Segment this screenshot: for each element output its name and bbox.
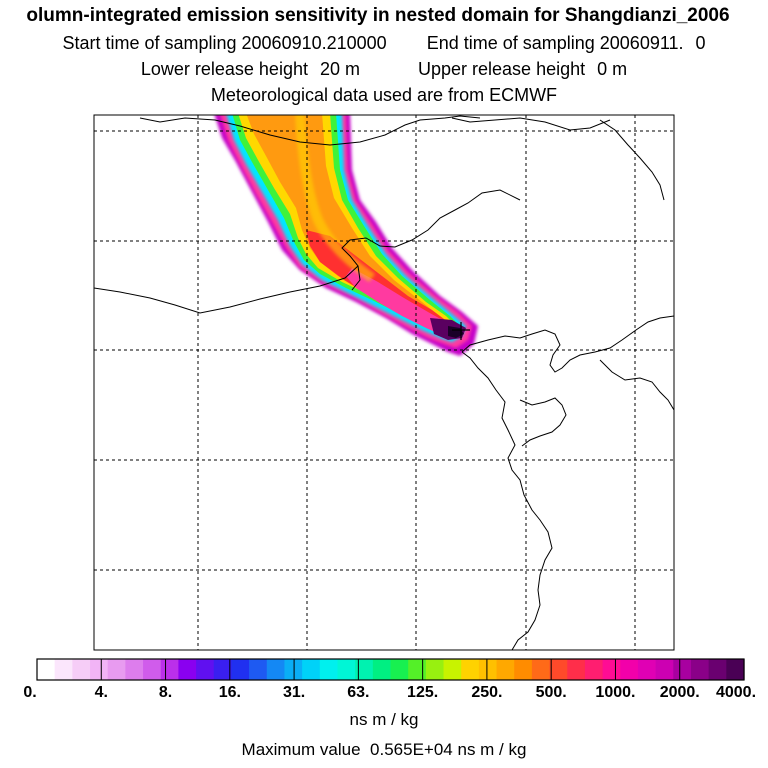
colorbar-tick-label: 16. [218,684,241,701]
colorbar-segment [514,659,533,680]
colorbar-segment [231,659,250,680]
meteorological-source: Meteorological data used are from ECMWF [210,85,558,105]
colorbar-segment [355,659,374,680]
colorbar-segment [284,659,303,680]
coastline-korea [599,359,674,411]
colorbar-segment [584,659,604,680]
maximum-value: Maximum value 0.565E+04 ns m / kg [0,740,768,760]
colorbar-segment [620,659,639,680]
border-fragment [451,117,611,131]
colorbar-segment [690,659,710,680]
colorbar-segment [372,659,392,680]
colorbar-segment [602,659,621,680]
release-heights: Lower release height 20 m Upper release he… [0,58,768,80]
colorbar-segment [160,659,180,680]
sampling-times: Start time of sampling 20060910.210000 En… [0,32,768,54]
plume-streak [295,115,375,283]
colorbar-segment [478,659,498,680]
map-area [94,115,674,650]
colorbar-segment [531,659,551,680]
colorbar-segment [708,659,727,680]
colorbar-segment [496,659,515,680]
colorbar-segment [443,659,462,680]
border-short [351,265,361,291]
colorbar-segment [249,659,268,680]
start-time: Start time of sampling 20060910.210000 [62,33,387,53]
maximum-value-number: 0.565E+04 [370,740,453,759]
coastline-north [139,115,481,146]
colorbar-tick-label: 0. [23,684,37,701]
colorbar-segment [567,659,586,680]
colorbar-segment [461,659,480,680]
colorbar-tick-label: 500. [535,684,567,701]
colorbar-tick-label: 8. [158,684,173,701]
plume-peak-center [448,326,464,338]
colorbar-segment [178,659,197,680]
colorbar-segment [107,659,126,680]
colorbar-tick-label: 1000. [595,684,636,701]
colorbar-units: ns m / kg [349,710,419,729]
colorbar-segment [54,659,73,680]
colorbar-segment [408,659,427,680]
plume-orange-core [246,115,450,330]
upper-release-value: 0 m [597,59,628,79]
maximum-value-units: ns m / kg [457,740,527,759]
colorbar-segment [125,659,144,680]
lower-release-label: Lower release height [140,59,308,79]
emission-plume [214,115,478,356]
colorbar-tick-label: 4000. [715,684,757,701]
colorbar-segment [196,659,215,680]
colorbar [36,658,745,681]
colorbar-segment [655,659,674,680]
colorbar-segment [266,659,286,680]
colorbar-segment [213,659,233,680]
colorbar-segment [90,659,109,680]
colorbar-segment [390,659,409,680]
colorbar-segment [337,659,356,680]
colorbar-segment [72,659,91,680]
colorbar-segment [319,659,339,680]
colorbar-segment [302,659,321,680]
colorbar-segment [549,659,568,680]
colorbar-outline [36,658,745,681]
plume-pink-core [346,268,452,336]
colorbar-segment [673,659,692,680]
colorbar-tick-label: 2000. [659,684,700,701]
colorbar-tick-label: 63. [347,684,370,701]
release-site-marker [452,322,470,340]
end-time-value: 0 [695,33,706,53]
coastlines [94,115,674,650]
border-right [599,119,665,201]
end-time-label: End time of sampling 20060911. [426,33,684,53]
colorbar-tick-label: 31. [282,684,306,701]
border-mongolia [94,189,521,314]
colorbar-segment [726,659,745,680]
graticule [94,115,674,650]
colorbar-tick-label: 250. [471,684,503,701]
coastline-bohai [461,351,553,650]
colorbar-segment [143,659,162,680]
upper-release-label: Upper release height [418,59,586,79]
colorbar-tick-label: 4. [94,684,108,701]
plot-title: olumn-integrated emission sensitivity in… [26,5,730,26]
colorbar-tick-label: 125. [407,684,439,701]
colorbar-segment [37,659,56,680]
coastline-liaodong [461,315,674,373]
maximum-value-label: Maximum value [241,740,361,759]
lower-release-value: 20 m [319,59,360,79]
colorbar-segment [425,659,445,680]
map-frame [93,114,675,651]
colorbar-segment [637,659,657,680]
coastline-shandong [519,397,567,447]
